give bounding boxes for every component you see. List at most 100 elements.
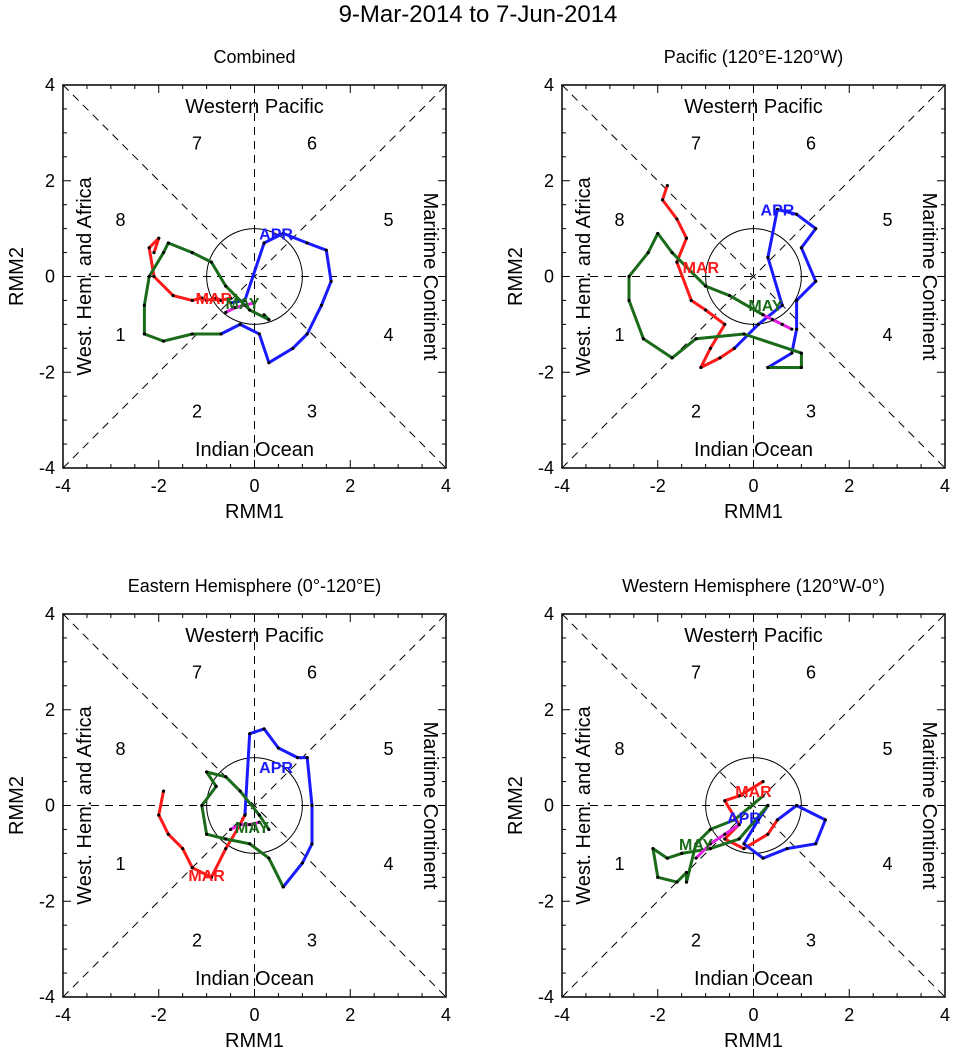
- trajectory-point: [228, 296, 233, 300]
- trajectory-point: [732, 346, 736, 350]
- trajectory-point: [799, 365, 803, 370]
- y-axis-label: RMM2: [6, 776, 28, 835]
- unit-circle: [206, 228, 303, 325]
- region-label-left: West. Hem. and Africa: [573, 705, 595, 904]
- trajectory-point: [267, 856, 271, 860]
- phase-number: 1: [115, 325, 125, 345]
- trajectory-point: [794, 803, 799, 808]
- trajectory-point: [224, 775, 228, 779]
- trajectory-point: [790, 351, 794, 355]
- trajectory-point: [142, 332, 146, 336]
- trajectory-point: [209, 875, 214, 879]
- trajectory-point: [670, 250, 674, 255]
- region-label-bottom: Indian Ocean: [694, 439, 813, 461]
- trajectory-point: [238, 322, 242, 326]
- x-tick-label: 0: [748, 1005, 758, 1025]
- trajectory-point: [641, 337, 645, 341]
- trajectory-point: [248, 823, 252, 827]
- region-label-bottom: Indian Ocean: [195, 439, 314, 461]
- trajectory-point: [799, 246, 803, 250]
- trajectory-point: [694, 842, 698, 846]
- trajectory-point: [766, 365, 770, 370]
- trajectory-point: [814, 279, 818, 283]
- trajectory-point: [166, 241, 170, 245]
- y-tick-label: 0: [544, 267, 554, 287]
- trajectory-point: [680, 851, 684, 855]
- trajectory-point: [281, 885, 285, 889]
- y-tick-label: 2: [45, 171, 55, 191]
- trajectory-point: [228, 301, 233, 305]
- trajectory-point: [305, 332, 309, 336]
- trajectory-point: [761, 856, 765, 860]
- trajectory-point: [224, 837, 228, 841]
- trajectory-point: [794, 298, 799, 303]
- region-label-bottom: Indian Ocean: [694, 968, 813, 990]
- trajectory-point: [651, 846, 655, 851]
- unit-circle: [705, 228, 802, 325]
- trajectory-point: [310, 842, 314, 846]
- trajectory-point: [780, 322, 784, 326]
- phase-number: 8: [115, 210, 125, 230]
- x-tick-label: 2: [844, 1005, 854, 1025]
- trajectory-point: [200, 803, 204, 808]
- trajectory-point: [228, 827, 233, 832]
- y-tick-label: -2: [39, 362, 55, 382]
- region-label-right: Maritime Continent: [918, 193, 940, 361]
- trajectory-jun: [694, 823, 740, 860]
- trajectory-point: [775, 207, 780, 212]
- trajectory-point: [761, 313, 765, 317]
- trajectory-point: [281, 231, 285, 236]
- trajectory-point: [718, 356, 722, 360]
- trajectory-point: [723, 322, 727, 326]
- trajectory-point: [219, 298, 223, 303]
- trajectory-point: [766, 803, 770, 808]
- x-axis-label: RMM1: [724, 1030, 783, 1052]
- trajectory-point: [761, 779, 765, 784]
- trajectory-point: [243, 303, 247, 307]
- unit-circle: [705, 757, 802, 854]
- region-label-right: Maritime Continent: [419, 722, 441, 890]
- trajectory-point: [267, 317, 271, 322]
- trajectory-point: [329, 279, 333, 283]
- trajectory-point: [190, 250, 194, 255]
- x-tick-label: -4: [554, 476, 570, 496]
- trajectory-point: [665, 856, 669, 860]
- trajectory-point: [723, 799, 727, 803]
- y-tick-label: 2: [45, 700, 55, 720]
- y-axis-label: RMM2: [6, 247, 28, 306]
- trajectory-point: [737, 823, 741, 827]
- trajectory-point: [267, 361, 271, 365]
- trajectory-point: [214, 296, 218, 300]
- trajectory-point: [257, 813, 261, 817]
- x-tick-label: 2: [345, 1005, 355, 1025]
- y-tick-label: -2: [538, 362, 554, 382]
- x-tick-label: 0: [748, 476, 758, 496]
- trajectory-point: [737, 794, 741, 798]
- trajectory-point: [732, 818, 736, 822]
- trajectory-point: [742, 332, 746, 336]
- trajectory-point: [248, 842, 252, 846]
- month-label: MAY: [748, 298, 782, 315]
- y-axis-label: RMM2: [505, 776, 527, 835]
- trajectory-point: [205, 832, 209, 836]
- trajectory-point: [233, 306, 237, 310]
- panel-title: Combined: [213, 47, 295, 67]
- phase-number: 6: [307, 662, 317, 682]
- phase-number: 2: [691, 402, 701, 422]
- month-label: APR: [259, 226, 293, 243]
- trajectory-apr: [220, 231, 333, 365]
- region-label-top: Western Pacific: [684, 625, 823, 647]
- phase-number: 2: [691, 931, 701, 951]
- region-label-top: Western Pacific: [185, 96, 324, 118]
- phase-number: 8: [115, 739, 125, 759]
- region-label-top: Western Pacific: [185, 625, 324, 647]
- trajectory-point: [656, 231, 660, 236]
- trajectory-point: [708, 842, 713, 846]
- trajectory-point: [238, 823, 242, 827]
- trajectory-point: [799, 351, 803, 355]
- phase-panel: Eastern Hemisphere (0°-120°E) -4-4 -2 -2 0 0 2…: [6, 576, 451, 1052]
- phase-number: 2: [192, 402, 202, 422]
- trajectory-point: [161, 339, 166, 343]
- trajectory-point: [766, 255, 770, 259]
- trajectory-point: [319, 303, 324, 307]
